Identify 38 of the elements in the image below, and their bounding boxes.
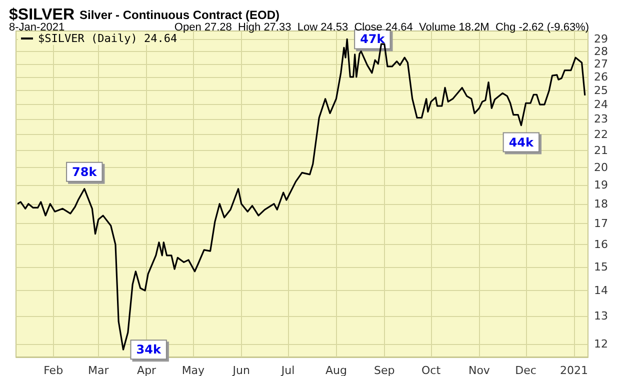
annotation: 44k xyxy=(508,135,535,150)
chart-subtitle: 8-Jan-2021 xyxy=(9,22,65,34)
y-tick-label: 24 xyxy=(594,98,608,112)
x-tick-label: Apr xyxy=(137,364,157,376)
legend-label: $SILVER (Daily) 24.64 xyxy=(38,32,178,45)
y-tick-label: 26 xyxy=(594,70,608,84)
y-tick-label: 27 xyxy=(594,57,608,70)
x-tick-label: Aug xyxy=(325,364,347,376)
y-tick-label: 25 xyxy=(594,84,608,97)
x-tick-label: Feb xyxy=(44,364,64,376)
y-tick-label: 19 xyxy=(594,178,608,192)
y-tick-label: 28 xyxy=(594,44,608,58)
annotation: Open 27.28 High 27.33 Low 24.53 Close 24.64 Volume 18.2M Chg -2.62 (-9.63%) xyxy=(174,22,590,34)
y-tick-label: 21 xyxy=(594,144,608,158)
y-tick-label: 17 xyxy=(594,217,608,230)
x-tick-label: Jul xyxy=(280,364,295,376)
x-tick-label: Nov xyxy=(468,364,490,376)
y-tick-label: 22 xyxy=(594,128,608,142)
y-tick-label: 23 xyxy=(594,112,608,126)
y-tick-label: 15 xyxy=(594,260,608,274)
y-tick-label: 12 xyxy=(594,337,608,350)
y-tick-label: 16 xyxy=(594,238,608,252)
x-tick-label: Dec xyxy=(515,364,536,376)
y-tick-label: 14 xyxy=(594,284,608,298)
x-tick-label: Oct xyxy=(421,364,442,376)
x-tick-label: Sep xyxy=(374,364,395,376)
y-tick-label: 18 xyxy=(594,197,608,210)
chart-title: $SILVER Silver - Continuous Contract (EOD) xyxy=(9,6,280,24)
y-tick-label: 13 xyxy=(594,310,608,323)
annotation: 78k xyxy=(72,164,98,179)
annotation: 34k xyxy=(136,342,162,357)
annotation: 47k xyxy=(360,32,386,46)
x-tick-label: 2021 xyxy=(560,364,588,376)
x-tick-label: Jun xyxy=(232,364,250,376)
x-tick-label: Mar xyxy=(88,364,110,376)
x-tick-label: May xyxy=(182,364,206,376)
y-tick-label: 29 xyxy=(594,32,608,46)
y-tick-label: 20 xyxy=(594,160,608,174)
